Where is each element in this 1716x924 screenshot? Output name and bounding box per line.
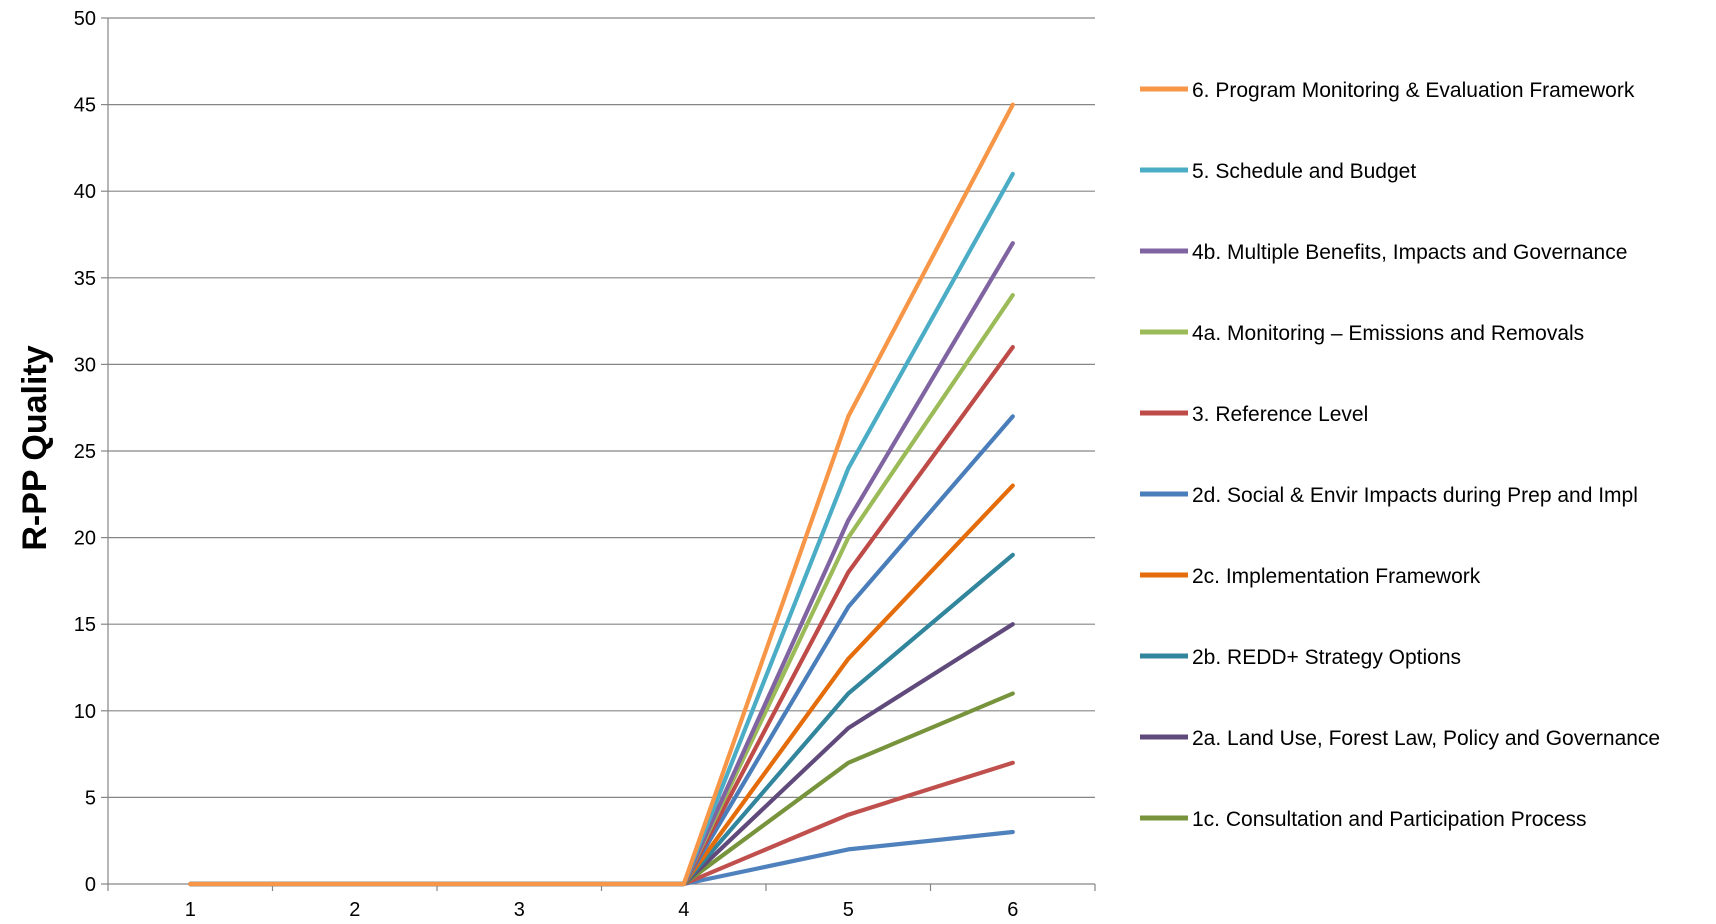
legend-item: 4b. Multiple Benefits, Impacts and Gover…	[1140, 241, 1627, 264]
series-line-3	[188, 691, 1015, 887]
series-line-1	[188, 829, 1015, 887]
series-lines	[188, 102, 1015, 887]
y-tick-label: 50	[74, 8, 96, 30]
legend-item: 2a. Land Use, Forest Law, Policy and Gov…	[1140, 727, 1660, 750]
legend-item: 4a. Monitoring – Emissions and Removals	[1140, 322, 1584, 345]
x-tick-label: 6	[1007, 899, 1018, 921]
legend-item: 2c. Implementation Framework	[1140, 565, 1481, 588]
legend-label: 4a. Monitoring – Emissions and Removals	[1192, 322, 1584, 345]
y-tick-label: 5	[85, 787, 96, 809]
y-tick-label: 20	[74, 528, 96, 550]
legend-item: 6. Program Monitoring & Evaluation Frame…	[1140, 79, 1635, 102]
series-line-2	[188, 760, 1015, 887]
y-tick-label: 10	[74, 701, 96, 723]
legend-label: 1c. Consultation and Participation Proce…	[1192, 808, 1587, 831]
legend-label: 4b. Multiple Benefits, Impacts and Gover…	[1192, 241, 1627, 264]
x-tick-label: 2	[349, 899, 360, 921]
series-line-5	[188, 552, 1015, 887]
y-tick-label: 15	[74, 614, 96, 636]
legend-label: 2b. REDD+ Strategy Options	[1192, 646, 1461, 669]
y-tick-label: 40	[74, 181, 96, 203]
gridlines	[108, 17, 1095, 799]
y-tick-label: 30	[74, 354, 96, 376]
legend: 6. Program Monitoring & Evaluation Frame…	[1140, 79, 1660, 831]
legend-item: 2d. Social & Envir Impacts during Prep a…	[1140, 484, 1638, 507]
legend-item: 1c. Consultation and Participation Proce…	[1140, 808, 1587, 831]
x-tick-label: 5	[843, 899, 854, 921]
y-tick-label: 25	[74, 441, 96, 463]
series-line-7	[188, 414, 1015, 887]
x-tick-label: 3	[514, 899, 525, 921]
series-line-6	[188, 483, 1015, 887]
legend-label: 3. Reference Level	[1192, 403, 1368, 426]
legend-label: 2d. Social & Envir Impacts during Prep a…	[1192, 484, 1638, 507]
y-tick-label: 45	[74, 95, 96, 117]
legend-label: 5. Schedule and Budget	[1192, 160, 1416, 183]
series-line-11	[188, 171, 1015, 887]
y-tick-label: 0	[85, 874, 96, 896]
x-tick-label: 1	[185, 899, 196, 921]
legend-item: 5. Schedule and Budget	[1140, 160, 1416, 183]
y-tick-label: 35	[74, 268, 96, 290]
legend-label: 2a. Land Use, Forest Law, Policy and Gov…	[1192, 727, 1660, 750]
y-axis-title: R-PP Quality	[16, 345, 54, 550]
series-line-9	[188, 293, 1015, 887]
series-line-12	[188, 102, 1015, 887]
legend-label: 2c. Implementation Framework	[1192, 565, 1481, 588]
legend-item: 3. Reference Level	[1140, 403, 1368, 426]
legend-item: 2b. REDD+ Strategy Options	[1140, 646, 1461, 669]
legend-label: 6. Program Monitoring & Evaluation Frame…	[1192, 79, 1635, 102]
x-tick-label: 4	[678, 899, 689, 921]
